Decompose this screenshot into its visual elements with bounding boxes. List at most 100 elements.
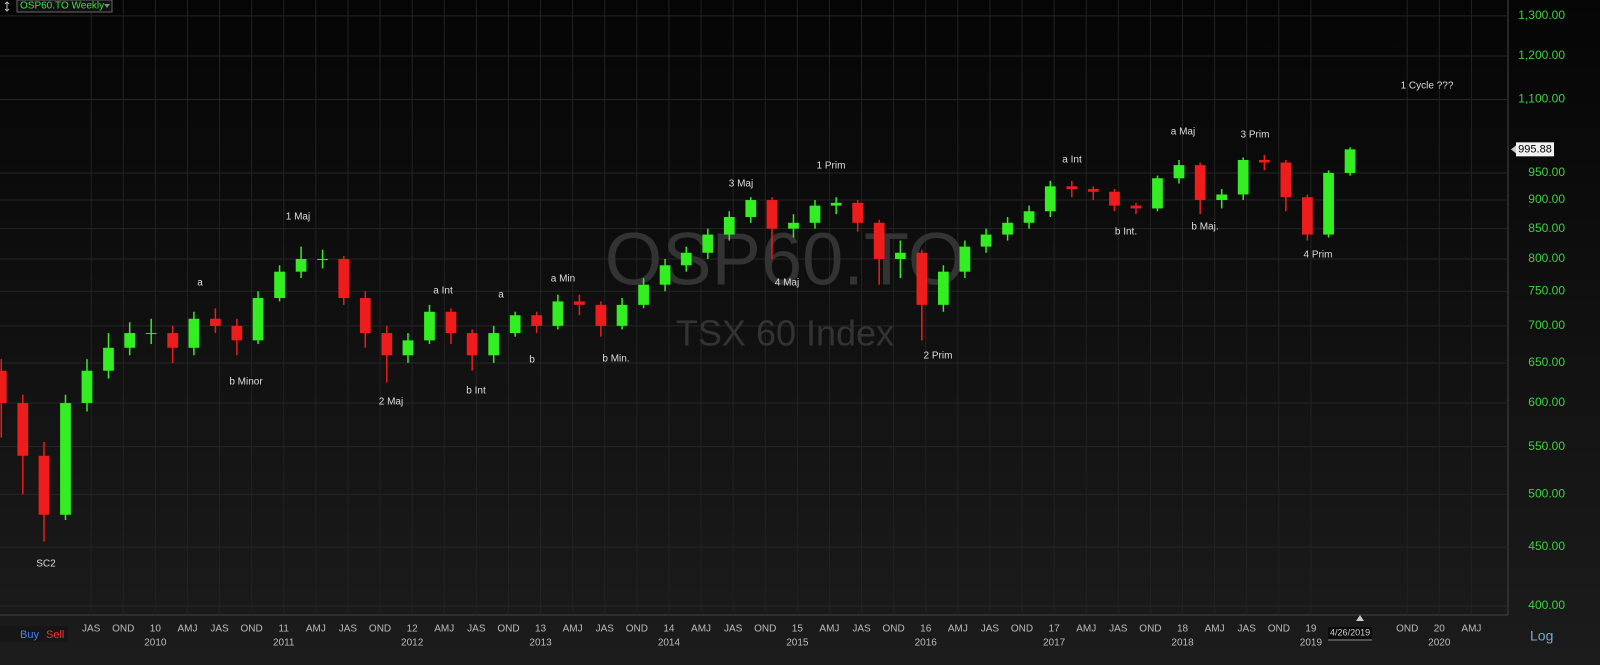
candle-body [702,234,714,253]
candle-body [959,246,971,272]
candle-body [830,202,842,206]
candle-body [1258,159,1270,163]
wave-annotation: 4 Prim [1304,250,1333,261]
scroll-icon [4,1,10,12]
chart-title[interactable]: OSP60.TO Weekly [20,1,104,12]
candle-body [680,252,692,266]
y-tick-label: 1,300.00 [1518,8,1565,22]
x-tick-label: JAS [852,624,871,635]
wave-annotation: b Minor [229,377,263,388]
wave-annotation: b Int. [1115,227,1137,238]
buy-button[interactable]: Buy [20,629,39,641]
candle-body [60,403,71,515]
candle-body [809,205,821,223]
x-tick-label: AMJ [1076,624,1096,635]
candle-body [595,304,607,326]
wave-annotation: a Min [551,274,575,285]
candle-body [338,258,350,299]
x-tick-label: 14 [663,624,675,635]
button-bar [0,626,68,642]
candle-body [81,370,93,404]
x-tick-label: 17 [1049,624,1061,635]
x-tick-label: AMJ [1205,624,1225,635]
y-tick-label: 950.00 [1528,165,1565,179]
x-tick-label: OND [1011,624,1033,635]
wave-annotation: 2 Prim [924,351,953,362]
y-tick-label: 800.00 [1528,251,1565,265]
candle-body [1066,186,1078,190]
candle-body [317,258,328,260]
candle-body [38,455,50,515]
wave-annotation: b Maj. [1191,222,1218,233]
dropdown-arrow [104,4,110,8]
candle-body [1237,159,1249,195]
x-tick-label: OND [369,624,391,635]
candle-body [788,222,799,229]
y-tick-label: 550.00 [1528,439,1565,453]
x-year-label: 2011 [273,638,295,649]
candle-body [1002,222,1013,235]
price-box [1516,142,1554,157]
x-tick-label: 16 [920,624,932,635]
candle-body [574,301,585,305]
x-year-label: 2013 [529,638,552,649]
candle-body [980,234,992,247]
x-tick-label: JAS [1238,624,1257,635]
x-tick-label: OND [1139,624,1161,635]
symbol-box[interactable] [16,0,113,13]
x-tick-label: AMJ [691,624,711,635]
x-tick-label: 18 [1177,624,1189,635]
candle-body [616,304,628,326]
wave-annotation: b [529,355,535,366]
candle-body [659,265,671,285]
x-tick-label: 12 [407,624,419,635]
candle-body [1087,189,1099,192]
candle-body [1344,149,1356,173]
wave-annotation: b Min. [602,354,629,365]
y-tick-label: 850.00 [1528,221,1565,235]
candle-body [1302,197,1313,235]
candle-body [745,200,757,218]
last-price-label: 995.88 [1518,143,1552,155]
date-label: 4/26/2019 [1330,627,1370,637]
x-tick-label: JAS [339,624,358,635]
scale-mode[interactable]: Log [1530,628,1553,644]
wave-annotation: a Int [433,286,453,297]
x-tick-label: AMJ [948,624,968,635]
marker-triangle [1356,615,1364,621]
x-year-label: 2014 [658,638,681,649]
candle-body [0,370,7,404]
labels: 400.00 450.00 500.00 550.00 600.00 650.00 700.… [36,8,1565,649]
candle-body [445,311,457,334]
candle-body [1152,178,1163,209]
wave-annotation: 1 Maj [286,212,310,223]
x-year-label: 2015 [786,638,809,649]
wave-annotation: SC2 [36,559,56,570]
y-tick-label: 750.00 [1528,283,1565,297]
candle-body [402,340,414,356]
candle-body [295,258,307,272]
wave-annotation: b Int [466,386,486,397]
candle-body [210,318,221,326]
x-tick-label: JAS [1109,624,1128,635]
candle-body [552,301,564,326]
y-tick-label: 450.00 [1528,539,1565,553]
candle-body [145,333,157,335]
x-tick-label: JAS [596,624,615,635]
x-tick-label: OND [883,624,905,635]
y-tick-label: 1,200.00 [1518,48,1565,62]
candle-body [873,222,885,259]
candle-body [1173,165,1185,179]
x-year-label: 2010 [144,638,167,649]
candle-body [1280,162,1292,198]
x-year-label: 2012 [401,638,424,649]
x-tick-label: OND [1268,624,1290,635]
x-tick-label: JAS [467,624,486,635]
x-tick-label: JAS [724,624,743,635]
x-tick-label: AMJ [563,624,583,635]
candle-body [188,318,200,348]
wave-annotation: 1 Prim [817,161,846,172]
sell-button[interactable]: Sell [46,629,64,641]
